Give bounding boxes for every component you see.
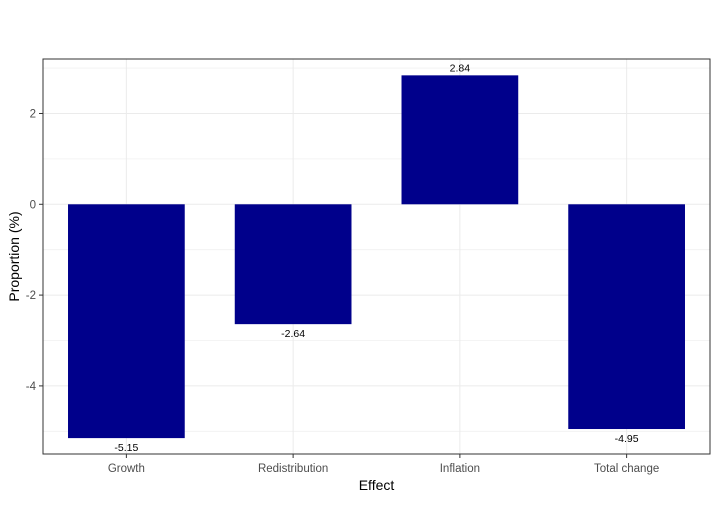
y-tick-label: -4 bbox=[26, 381, 37, 393]
bar-value-label: -4.95 bbox=[615, 433, 639, 445]
y-axis: -4 -2 0 2 bbox=[26, 108, 43, 393]
x-tick-label: Redistribution bbox=[258, 463, 328, 475]
x-axis: Growth Redistribution Inflation Total chang… bbox=[108, 454, 659, 475]
y-tick-label: -2 bbox=[26, 290, 36, 302]
plot-panel-border bbox=[42, 58, 711, 455]
bar bbox=[234, 204, 352, 325]
bar-value-labels: -5.15 -2.64 2.84 -4.95 bbox=[114, 62, 638, 454]
bar-value-label: -2.64 bbox=[281, 328, 305, 340]
x-tick-label: Total change bbox=[594, 463, 659, 475]
bar-value-label: 2.84 bbox=[450, 62, 471, 74]
bar bbox=[568, 204, 685, 430]
bar bbox=[401, 75, 519, 205]
y-tick-label: 0 bbox=[30, 199, 36, 211]
x-axis-title: Effect bbox=[359, 477, 395, 493]
bar-value-label: -5.15 bbox=[114, 442, 138, 454]
x-tick-label: Inflation bbox=[440, 463, 480, 475]
bar bbox=[68, 204, 185, 439]
y-axis-title: Proportion (%) bbox=[6, 211, 22, 301]
y-tick-label: 2 bbox=[30, 108, 36, 120]
bars bbox=[68, 75, 685, 439]
x-tick-label: Growth bbox=[108, 463, 145, 475]
